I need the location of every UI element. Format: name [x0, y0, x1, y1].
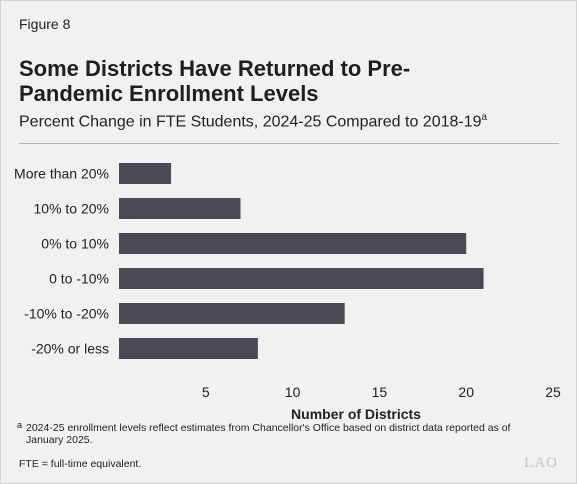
subtitle-footnote-marker: a — [481, 112, 488, 123]
x-tick-label: 25 — [545, 384, 561, 400]
category-label: -10% to -20% — [24, 306, 109, 322]
bar — [119, 198, 241, 219]
subtitle-text: Percent Change in FTE Students, 2024-25 … — [19, 113, 482, 131]
category-label: More than 20% — [14, 166, 109, 182]
chart-subtitle: Percent Change in FTE Students, 2024-25 … — [19, 112, 487, 131]
chart-title: Some Districts Have Returned to Pre-Pand… — [19, 56, 411, 106]
x-tick-label: 20 — [458, 384, 474, 400]
x-tick-label: 10 — [285, 384, 301, 400]
bar-chart: More than 20% 10% to 20% 0% to 10% 0 to -10… — [14, 163, 561, 419]
x-tick-label: 5 — [202, 384, 210, 400]
category-label: -20% or less — [31, 341, 109, 357]
bar — [119, 268, 484, 289]
lao-logo: LAO — [524, 455, 558, 471]
category-labels: More than 20% 10% to 20% 0% to 10% 0 to -10… — [14, 166, 109, 357]
category-label: 10% to 20% — [34, 201, 110, 217]
x-tick-label: 15 — [372, 384, 388, 400]
bar — [119, 163, 172, 184]
title-divider — [19, 143, 559, 144]
bar — [119, 338, 258, 359]
footnote-text: 2024-25 enrollment levels reflect estima… — [26, 422, 511, 446]
fte-note: FTE = full-time equivalent. — [19, 458, 142, 470]
x-tick-labels: 5 10 15 20 25 — [202, 384, 561, 400]
bar — [119, 233, 467, 254]
x-axis-title: Number of Districts — [291, 406, 421, 419]
footnote: a 2024-25 enrollment levels reflect esti… — [17, 420, 537, 446]
footnote-marker: a — [17, 420, 23, 430]
bars — [119, 163, 484, 359]
figure-label: Figure 8 — [19, 16, 71, 32]
category-label: 0% to 10% — [41, 236, 109, 252]
category-label: 0 to -10% — [49, 271, 109, 287]
bar — [119, 303, 345, 324]
